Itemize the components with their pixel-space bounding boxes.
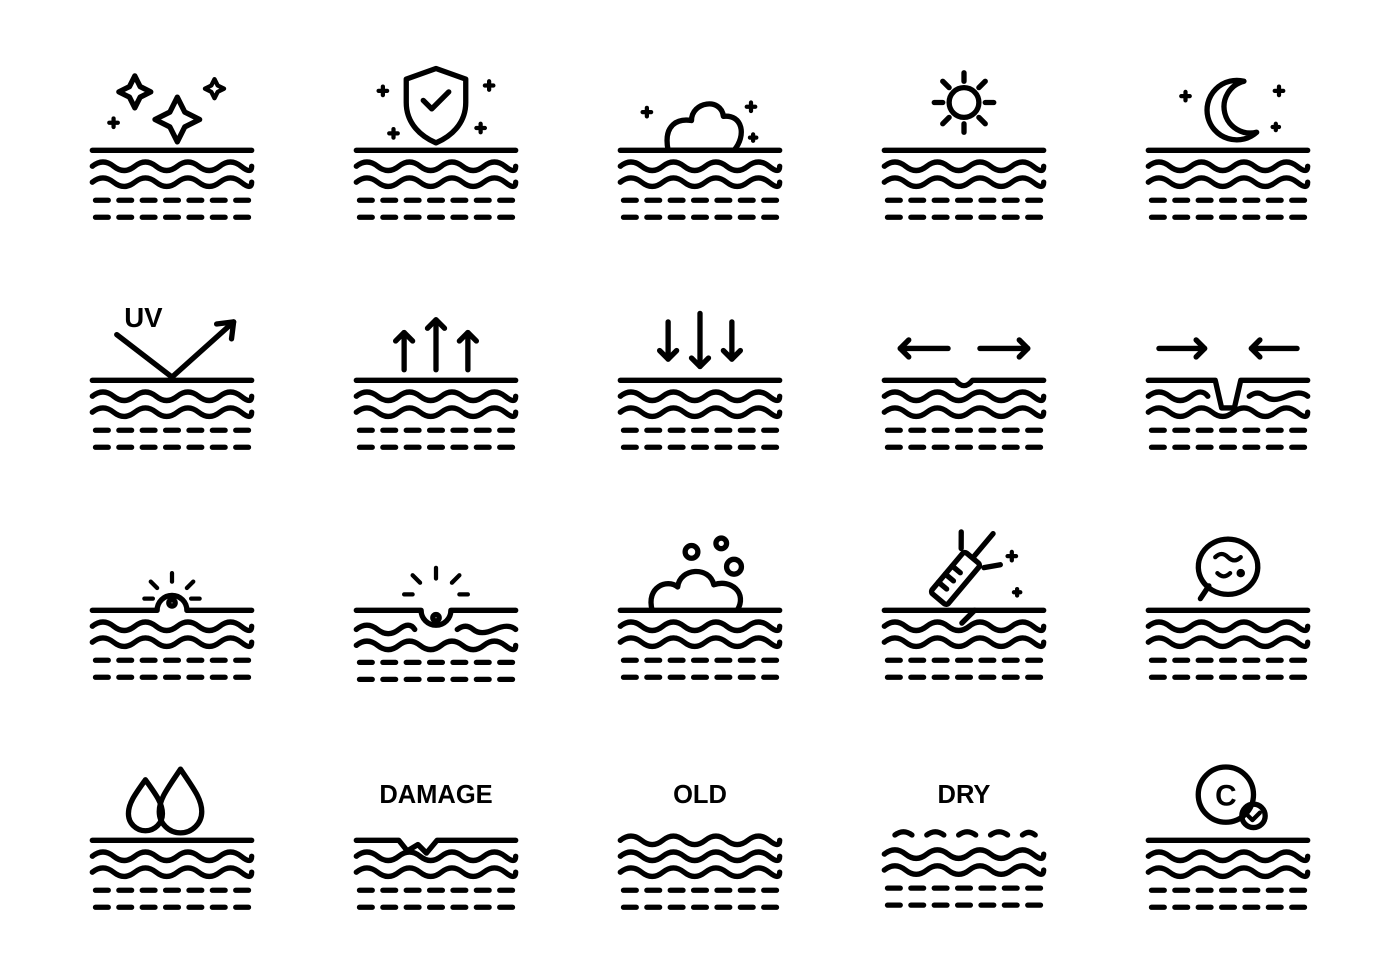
old-label: OLD [673, 781, 727, 809]
pore-open-skin-icon [334, 510, 538, 700]
glow-sparkle-skin-icon [70, 50, 274, 240]
damage-skin-icon: DAMAGE [334, 740, 538, 930]
arrows-up-lift-skin-icon [334, 280, 538, 470]
dry-skin-icon: DRY [862, 740, 1066, 930]
damage-label: DAMAGE [379, 781, 492, 809]
old-wrinkle-skin-icon: OLD [598, 740, 802, 930]
arrows-down-absorb-skin-icon [598, 280, 802, 470]
sun-day-skin-icon [862, 50, 1066, 240]
vitamin-c-label: C [1215, 779, 1237, 812]
cream-blob-skin-icon [598, 50, 802, 240]
bacteria-bubble-skin-icon [1126, 510, 1330, 700]
shield-protect-skin-icon [334, 50, 538, 240]
dry-label: DRY [938, 781, 991, 809]
syringe-inject-skin-icon [862, 510, 1066, 700]
moon-night-skin-icon [1126, 50, 1330, 240]
icon-grid: UV [0, 0, 1400, 980]
uv-reflect-skin-icon: UV [70, 280, 274, 470]
foam-bubbles-skin-icon [598, 510, 802, 700]
water-drops-skin-icon [70, 740, 274, 930]
arrows-out-stretch-skin-icon [862, 280, 1066, 470]
arrows-in-pore-skin-icon [1126, 280, 1330, 470]
uv-label: UV [124, 302, 163, 333]
pimple-bump-skin-icon [70, 510, 274, 700]
vitamin-c-skin-icon: C [1126, 740, 1330, 930]
